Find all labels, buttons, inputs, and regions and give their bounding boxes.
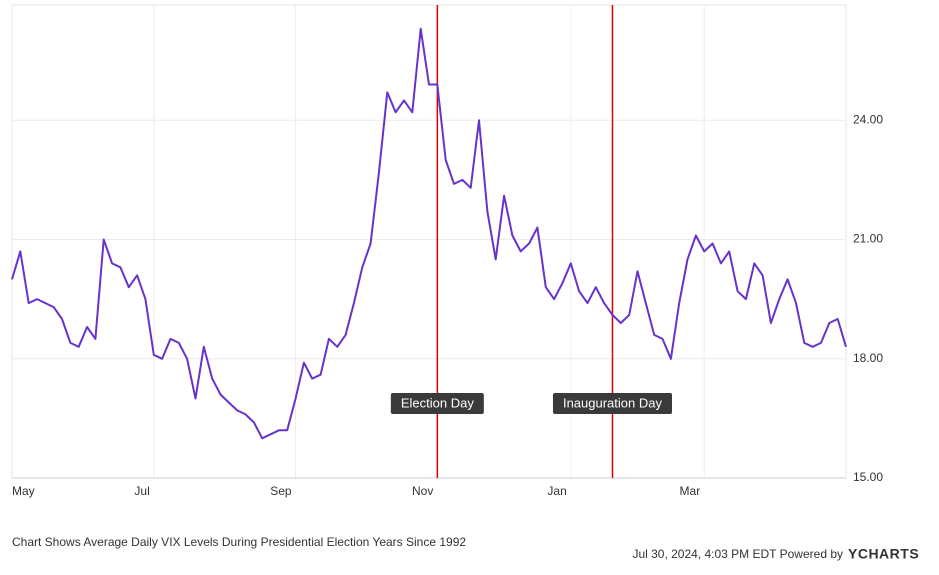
- x-tick-label: Jan: [547, 484, 566, 498]
- y-tick-label: 24.00: [853, 112, 883, 126]
- source: Jul 30, 2024, 4:03 PM EDT Powered by: [632, 547, 843, 561]
- series-line: [11, 27, 847, 440]
- annotation-box: [390, 393, 484, 414]
- annotation-label: Inauguration Day: [563, 395, 663, 410]
- x-tick-label: Mar: [680, 484, 701, 498]
- y-tick-label: 15.00: [853, 470, 883, 484]
- x-tick-label: Sep: [270, 484, 292, 498]
- annotation-box: [552, 393, 672, 414]
- annotation-label: Election Day: [401, 395, 474, 410]
- y-tick-label: 21.00: [853, 232, 883, 246]
- x-tick-label: May: [12, 484, 35, 498]
- y-tick-label: 18.00: [853, 351, 883, 365]
- x-tick-label: Nov: [412, 484, 433, 498]
- caption: Chart Shows Average Daily VIX Levels Dur…: [12, 535, 466, 549]
- logo: YCHARTS: [848, 546, 919, 562]
- x-tick-label: Jul: [134, 484, 149, 498]
